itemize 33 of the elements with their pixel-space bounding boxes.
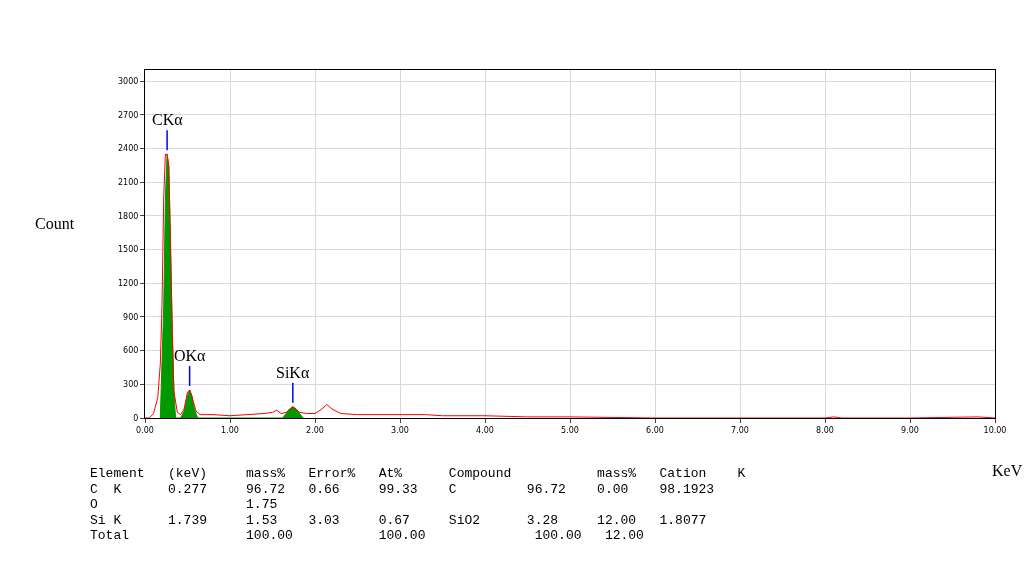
x-tick-label: 3.00 [391,425,409,435]
x-tick-label: 4.00 [476,425,494,435]
y-axis-title: Count [35,215,75,232]
y-tick-label: 1800 [118,211,139,221]
y-tick-label: 1500 [118,245,139,255]
y-tick-label: 3000 [118,77,139,87]
x-axis-title: KeV [992,462,1023,479]
text: Si K 1.739 1.53 3.03 0.67 SiO2 3.28 12.00 1.8077 [90,512,707,528]
annotation: OKα [174,347,207,364]
y-tick-label: 2400 [118,144,139,154]
annotation: SiKα [276,364,310,381]
x-tick-label: 9.00 [901,425,919,435]
x-tick-label: 0.00 [136,425,154,435]
x-tick-label: 2.00 [306,425,324,435]
y-tick-label: 1200 [118,279,139,289]
x-tick-label: 10.00 [983,425,1007,435]
y-tick-label: 300 [123,380,139,390]
x-tick-label: 7.00 [731,425,749,435]
x-tick-label: 6.00 [646,425,664,435]
y-tick-label: 900 [123,312,139,322]
text: Total 100.00 100.00 100.00 12.00 [90,528,644,543]
line-series [145,153,995,418]
y-tick-label: 2700 [118,110,139,120]
x-tick-label: 5.00 [561,425,579,435]
text: C K 0.277 96.72 0.66 99.33 C 96.72 0.00 98.1923 [90,481,715,497]
text: O 1.75 [90,497,278,512]
x-tick-label: 8.00 [816,425,834,435]
x-tick-label: 1.00 [221,425,239,435]
y-tick-label: 2100 [118,178,139,188]
text: Element (keV) mass% Error% At% Compound mass% Cation K [90,466,746,481]
annotation: CKα [152,111,184,128]
y-tick-label: 600 [123,346,139,356]
y-tick-label: 0 [133,413,139,423]
